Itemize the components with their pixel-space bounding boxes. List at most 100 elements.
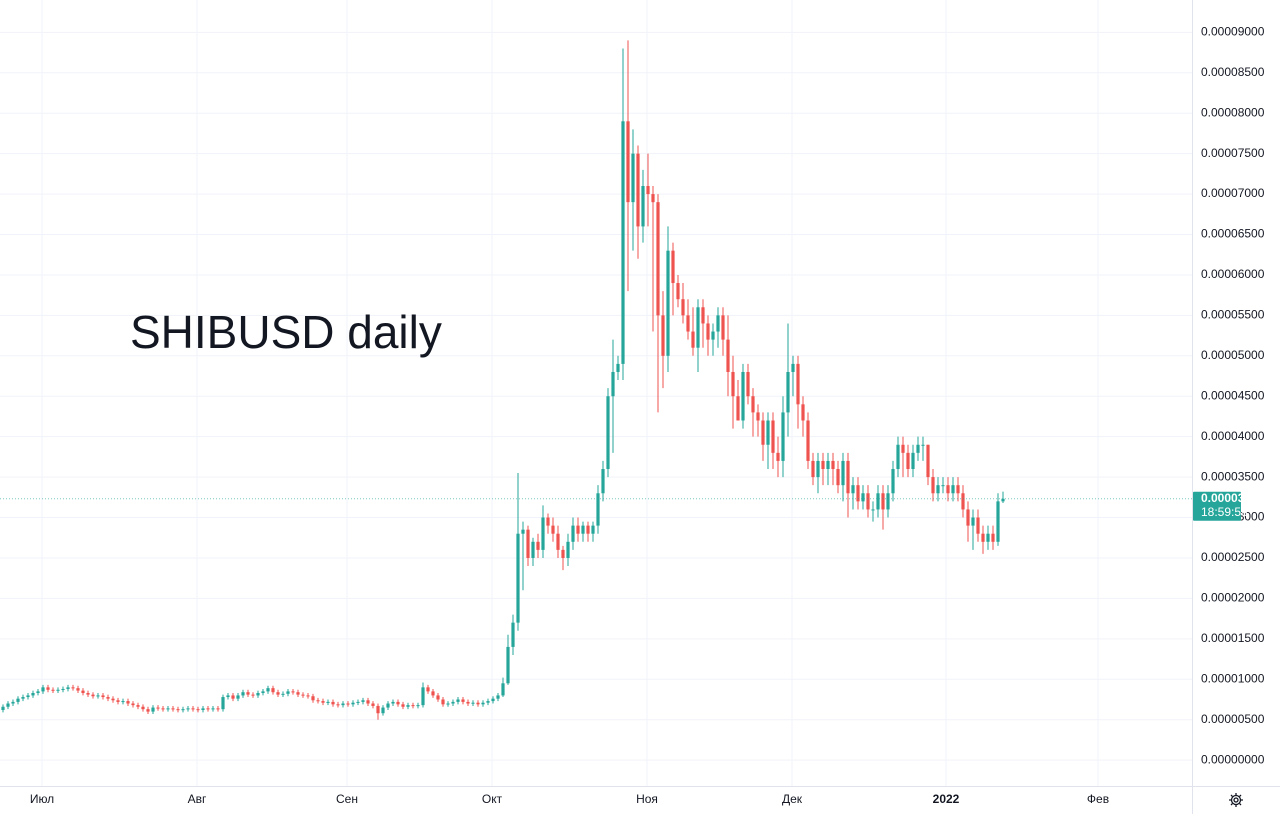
candle-body — [176, 709, 180, 711]
candle-body — [81, 690, 85, 694]
candle-body — [496, 695, 500, 699]
candle-body — [406, 705, 410, 707]
candle-body — [376, 705, 380, 714]
candle-body — [571, 525, 575, 542]
candle-body — [166, 708, 170, 710]
x-tick-label: Ноя — [636, 792, 658, 806]
candle-body — [221, 697, 225, 710]
candle-body — [476, 702, 480, 705]
candle-body — [611, 371, 615, 397]
candle-body — [946, 485, 950, 494]
candle-body — [521, 529, 525, 534]
y-tick-label: 0.00006500 — [1201, 227, 1265, 241]
candle-body — [96, 695, 100, 697]
candle-body — [296, 692, 300, 695]
candle-body — [546, 517, 550, 526]
candle-body — [581, 525, 585, 534]
candle-body — [751, 396, 755, 413]
candle-body — [391, 701, 395, 704]
candle-body — [586, 525, 590, 534]
candle-body — [681, 299, 685, 316]
candle-body — [426, 687, 430, 692]
candle-body — [551, 525, 555, 534]
candle-body — [851, 485, 855, 494]
last-price-box — [1193, 491, 1241, 521]
candle-body — [756, 412, 760, 421]
annotation: SHIBUSD daily — [130, 306, 442, 358]
candle-body — [306, 695, 310, 697]
candle-body — [621, 121, 625, 364]
candle-body — [141, 706, 145, 710]
candle-body — [276, 692, 280, 695]
candle-body — [601, 469, 605, 494]
candle-body — [676, 283, 680, 300]
candle-body — [996, 501, 1000, 542]
candle-body — [171, 708, 175, 710]
candle-body — [381, 707, 385, 714]
x-tick-label: Сен — [336, 792, 358, 806]
candle-body — [976, 517, 980, 534]
candle-body — [246, 692, 250, 695]
candle-body — [61, 688, 65, 690]
candle-body — [486, 701, 490, 703]
candle-body — [696, 307, 700, 348]
candle-body — [321, 701, 325, 703]
candle-body — [741, 371, 745, 421]
y-tick-label: 0.00006000 — [1201, 267, 1265, 281]
settings-icon[interactable] — [1229, 793, 1243, 807]
candle-body — [196, 709, 200, 711]
candle-body — [566, 541, 570, 558]
candle-body — [646, 185, 650, 195]
y-tick-label: 0.00000500 — [1201, 712, 1265, 726]
candle-body — [931, 477, 935, 494]
candle-body — [901, 444, 905, 453]
candle-body — [181, 709, 185, 711]
candle-body — [371, 703, 375, 706]
candle-body — [921, 444, 925, 446]
y-tick-label: 0.00000000 — [1201, 752, 1265, 766]
candle-body — [121, 701, 125, 703]
candle-body — [456, 699, 460, 702]
candle-body — [256, 693, 260, 696]
candle-body — [786, 371, 790, 413]
candle-body — [661, 315, 665, 356]
candle-body — [761, 420, 765, 445]
candle-body — [956, 485, 960, 494]
candle-body — [71, 687, 75, 689]
candle-body — [596, 493, 600, 526]
candle-body — [651, 194, 655, 203]
candle-body — [41, 687, 45, 692]
candle-body — [536, 541, 540, 550]
candle-body — [606, 396, 610, 470]
candle-body — [686, 315, 690, 332]
last-price-label: 0.00003232 — [1201, 491, 1265, 505]
candle-body — [691, 331, 695, 348]
candle-body — [261, 691, 265, 694]
candle-body — [981, 533, 985, 542]
y-tick-label: 0.00009000 — [1201, 25, 1265, 39]
countdown-label: 18:59:58 — [1201, 505, 1248, 519]
y-tick-label: 0.00002500 — [1201, 550, 1265, 564]
y-tick-label: 0.00002000 — [1201, 591, 1265, 605]
candle-body — [861, 493, 865, 502]
candle-body — [961, 493, 965, 510]
candle-body — [116, 700, 120, 702]
y-tick-label: 0.00008500 — [1201, 65, 1265, 79]
candle-body — [36, 691, 40, 694]
candle-body — [831, 460, 835, 470]
candle-body — [351, 702, 355, 705]
candle-body — [231, 695, 235, 699]
candle-body — [436, 695, 440, 700]
candle-body — [856, 485, 860, 502]
candle-body — [301, 694, 305, 696]
candle-body — [836, 469, 840, 486]
candle-body — [21, 697, 25, 699]
candle-body — [416, 705, 420, 707]
y-tick-label: 0.00001500 — [1201, 631, 1265, 645]
y-tick-label: 0.00007500 — [1201, 146, 1265, 160]
candle-body — [91, 694, 95, 697]
candle-body — [356, 701, 360, 703]
candle-body — [716, 315, 720, 332]
x-tick-label: Июл — [30, 792, 54, 806]
